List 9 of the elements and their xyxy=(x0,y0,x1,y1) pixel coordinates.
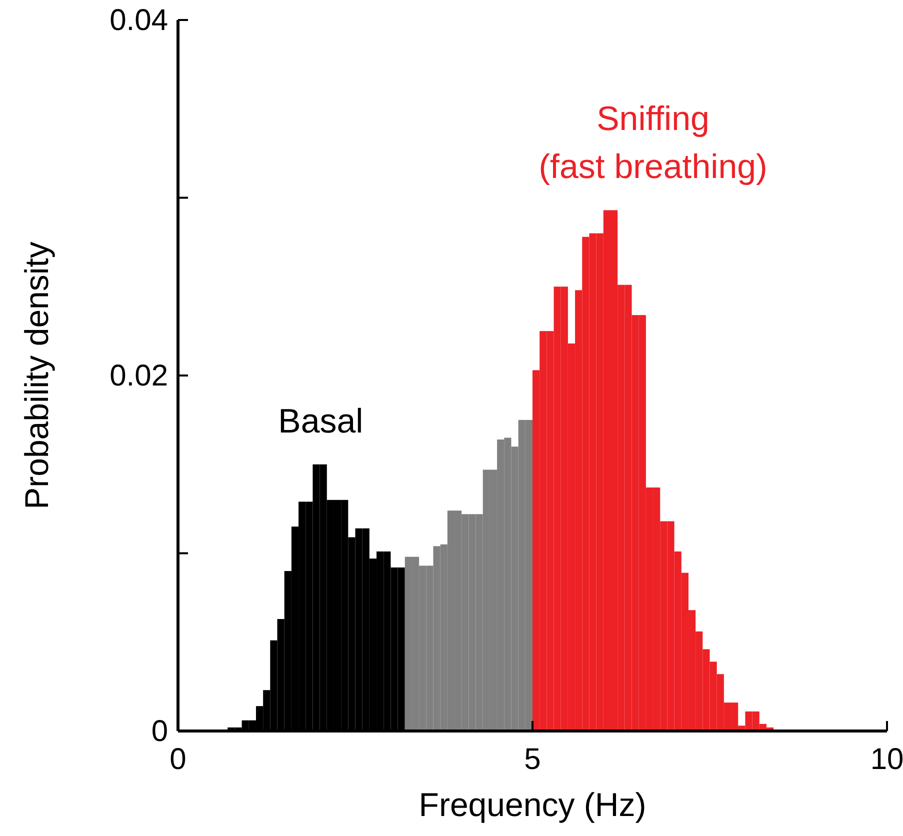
y-tick-label: 0 xyxy=(151,715,168,748)
y-tick-label: 0.04 xyxy=(110,4,168,37)
y-axis-title: Probability density xyxy=(18,241,55,510)
annotation: Basal xyxy=(278,402,364,440)
y-tick-label: 0.02 xyxy=(110,360,168,392)
x-axis-title: Frequency (Hz) xyxy=(418,786,646,823)
x-tick-label: 5 xyxy=(524,743,541,776)
x-tick-label: 10 xyxy=(870,743,903,776)
annotation: Sniffing (fast breathing) xyxy=(538,100,768,186)
